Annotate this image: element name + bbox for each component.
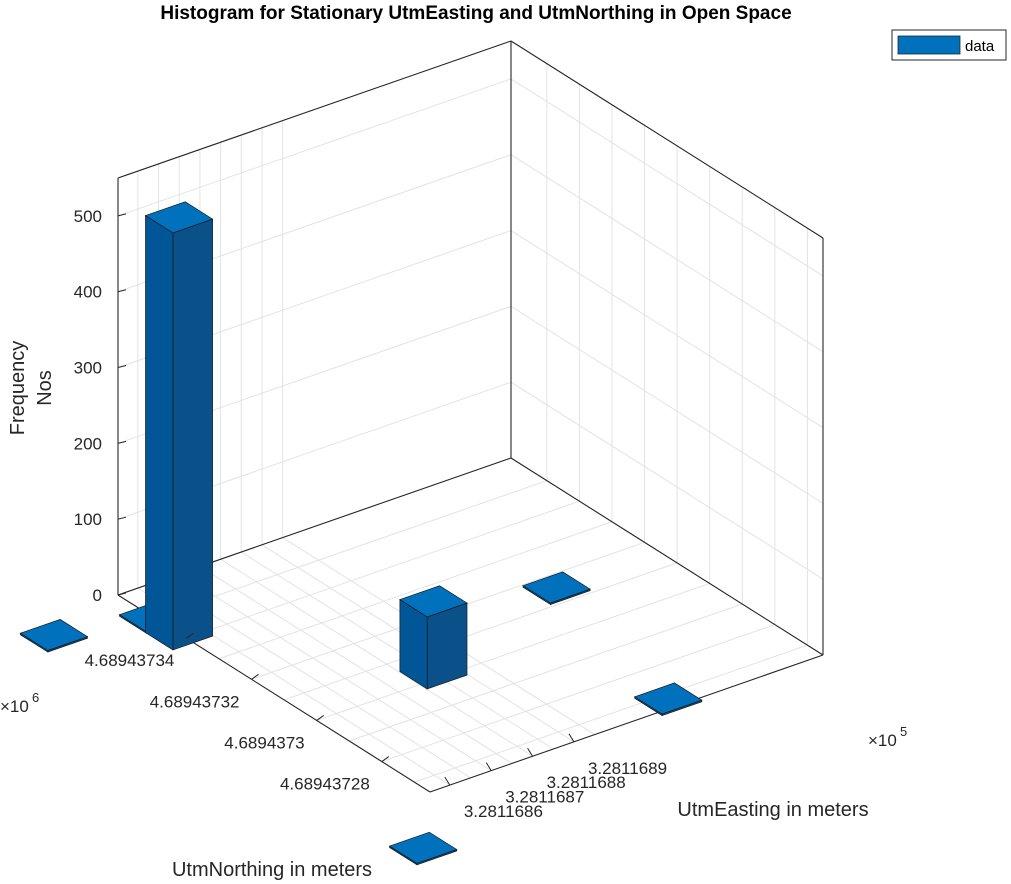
z-tick-label: 100 — [74, 510, 102, 529]
y-tick-label: 4.68943732 — [150, 692, 240, 711]
chart-title: Histogram for Stationary UtmEasting and … — [160, 3, 791, 24]
z-tick-mark — [117, 213, 127, 217]
box-edge — [510, 457, 824, 656]
z-axis-label-line1: Frequency — [7, 341, 29, 436]
z-tick-mark — [117, 516, 127, 520]
floor-grid-line — [153, 480, 547, 619]
axes-box — [117, 40, 824, 793]
bar-face-front-left — [145, 214, 174, 651]
bar-face-top — [522, 571, 591, 604]
histogram-bar — [19, 619, 89, 653]
y-exponent-power: 6 — [32, 690, 39, 705]
box-edge — [117, 40, 512, 179]
z-tick-label: 0 — [93, 586, 102, 605]
floor-grid-line — [316, 582, 710, 721]
x-tick-label: 3.2811689 — [588, 759, 667, 778]
wall-grid-line — [510, 154, 824, 353]
y-axis-label: UtmNorthing in meters — [172, 859, 372, 881]
x-tick-mark — [444, 776, 451, 786]
x-tick-mark — [485, 762, 492, 771]
floor-grid-line — [220, 558, 533, 757]
x-exponent-multiplier: ×10 — [868, 731, 897, 750]
bar-face-top — [144, 201, 214, 234]
bar-face-top — [399, 585, 468, 618]
x-tick-label: 3.2811687 — [505, 788, 584, 807]
y-tick-label: 4.68943728 — [280, 775, 370, 794]
y-axis-exponent: ×10 6 — [0, 690, 39, 716]
x-tick-mark — [527, 747, 534, 757]
wall-grid-line — [510, 305, 824, 504]
wall-grid-line — [510, 381, 824, 580]
histogram-bar — [144, 201, 214, 651]
z-tick-label: 400 — [74, 283, 102, 302]
floor-grid-line — [349, 603, 743, 742]
bar-face-front-right — [172, 218, 213, 651]
floor-grid-line — [199, 566, 513, 764]
y-tick-mark — [381, 756, 390, 762]
floor-grid-line — [241, 551, 554, 750]
z-axis-label-line2: Nos — [34, 370, 56, 406]
y-tick-label: 4.6894373 — [224, 733, 304, 752]
z-tick-label: 300 — [74, 359, 102, 378]
x-exponent-power: 5 — [900, 724, 907, 739]
floor-grid-line — [218, 521, 613, 660]
box-edge — [510, 40, 824, 239]
floor-grid-line — [178, 573, 492, 772]
floor-grid-line — [381, 624, 775, 763]
floor-grid-line — [414, 644, 808, 783]
legend: data — [891, 29, 1007, 61]
wall-grid-line — [117, 78, 512, 217]
x-tick-mark — [568, 733, 575, 743]
legend-swatch — [897, 35, 961, 55]
floor-grid-line — [186, 500, 580, 639]
wall-grid-line — [510, 78, 824, 277]
legend-label: data — [965, 38, 995, 55]
bar-face-top — [388, 831, 458, 864]
axis-line-x — [429, 654, 824, 793]
z-axis-label: Frequency Nos — [7, 341, 56, 436]
histogram-bar — [399, 585, 468, 690]
y-tick-label: 4.68943734 — [85, 651, 175, 670]
tick-layer: 0 100 200 300 400 500 3.28116863.28116873.2811… — [74, 207, 667, 821]
z-tick-label: 200 — [74, 434, 102, 453]
bar-face-front-right — [426, 602, 468, 690]
wall-grid-line — [510, 230, 824, 428]
z-tick-label: 500 — [74, 207, 102, 226]
y-exponent-multiplier: ×10 — [0, 697, 29, 716]
floor-grid-line — [283, 562, 678, 701]
histogram-bar — [633, 682, 703, 717]
z-tick-mark — [117, 592, 127, 596]
bar-face-top — [633, 682, 703, 715]
x-axis-exponent: ×10 5 — [868, 724, 907, 750]
histogram-bar — [388, 831, 458, 866]
x-axis-label: UtmEasting in meters — [677, 799, 868, 821]
x-tick-label: 3.2811686 — [464, 802, 543, 821]
bars-layer — [19, 201, 703, 866]
x-tick-label: 3.2811688 — [547, 773, 626, 792]
y-tick-mark — [186, 632, 194, 639]
z-tick-mark — [117, 289, 127, 293]
histogram-bar — [522, 571, 591, 606]
bar-face-top — [19, 619, 89, 651]
z-tick-mark — [117, 365, 127, 369]
y-tick-mark — [316, 715, 324, 721]
z-tick-mark — [117, 440, 127, 444]
y-tick-mark — [251, 673, 259, 680]
